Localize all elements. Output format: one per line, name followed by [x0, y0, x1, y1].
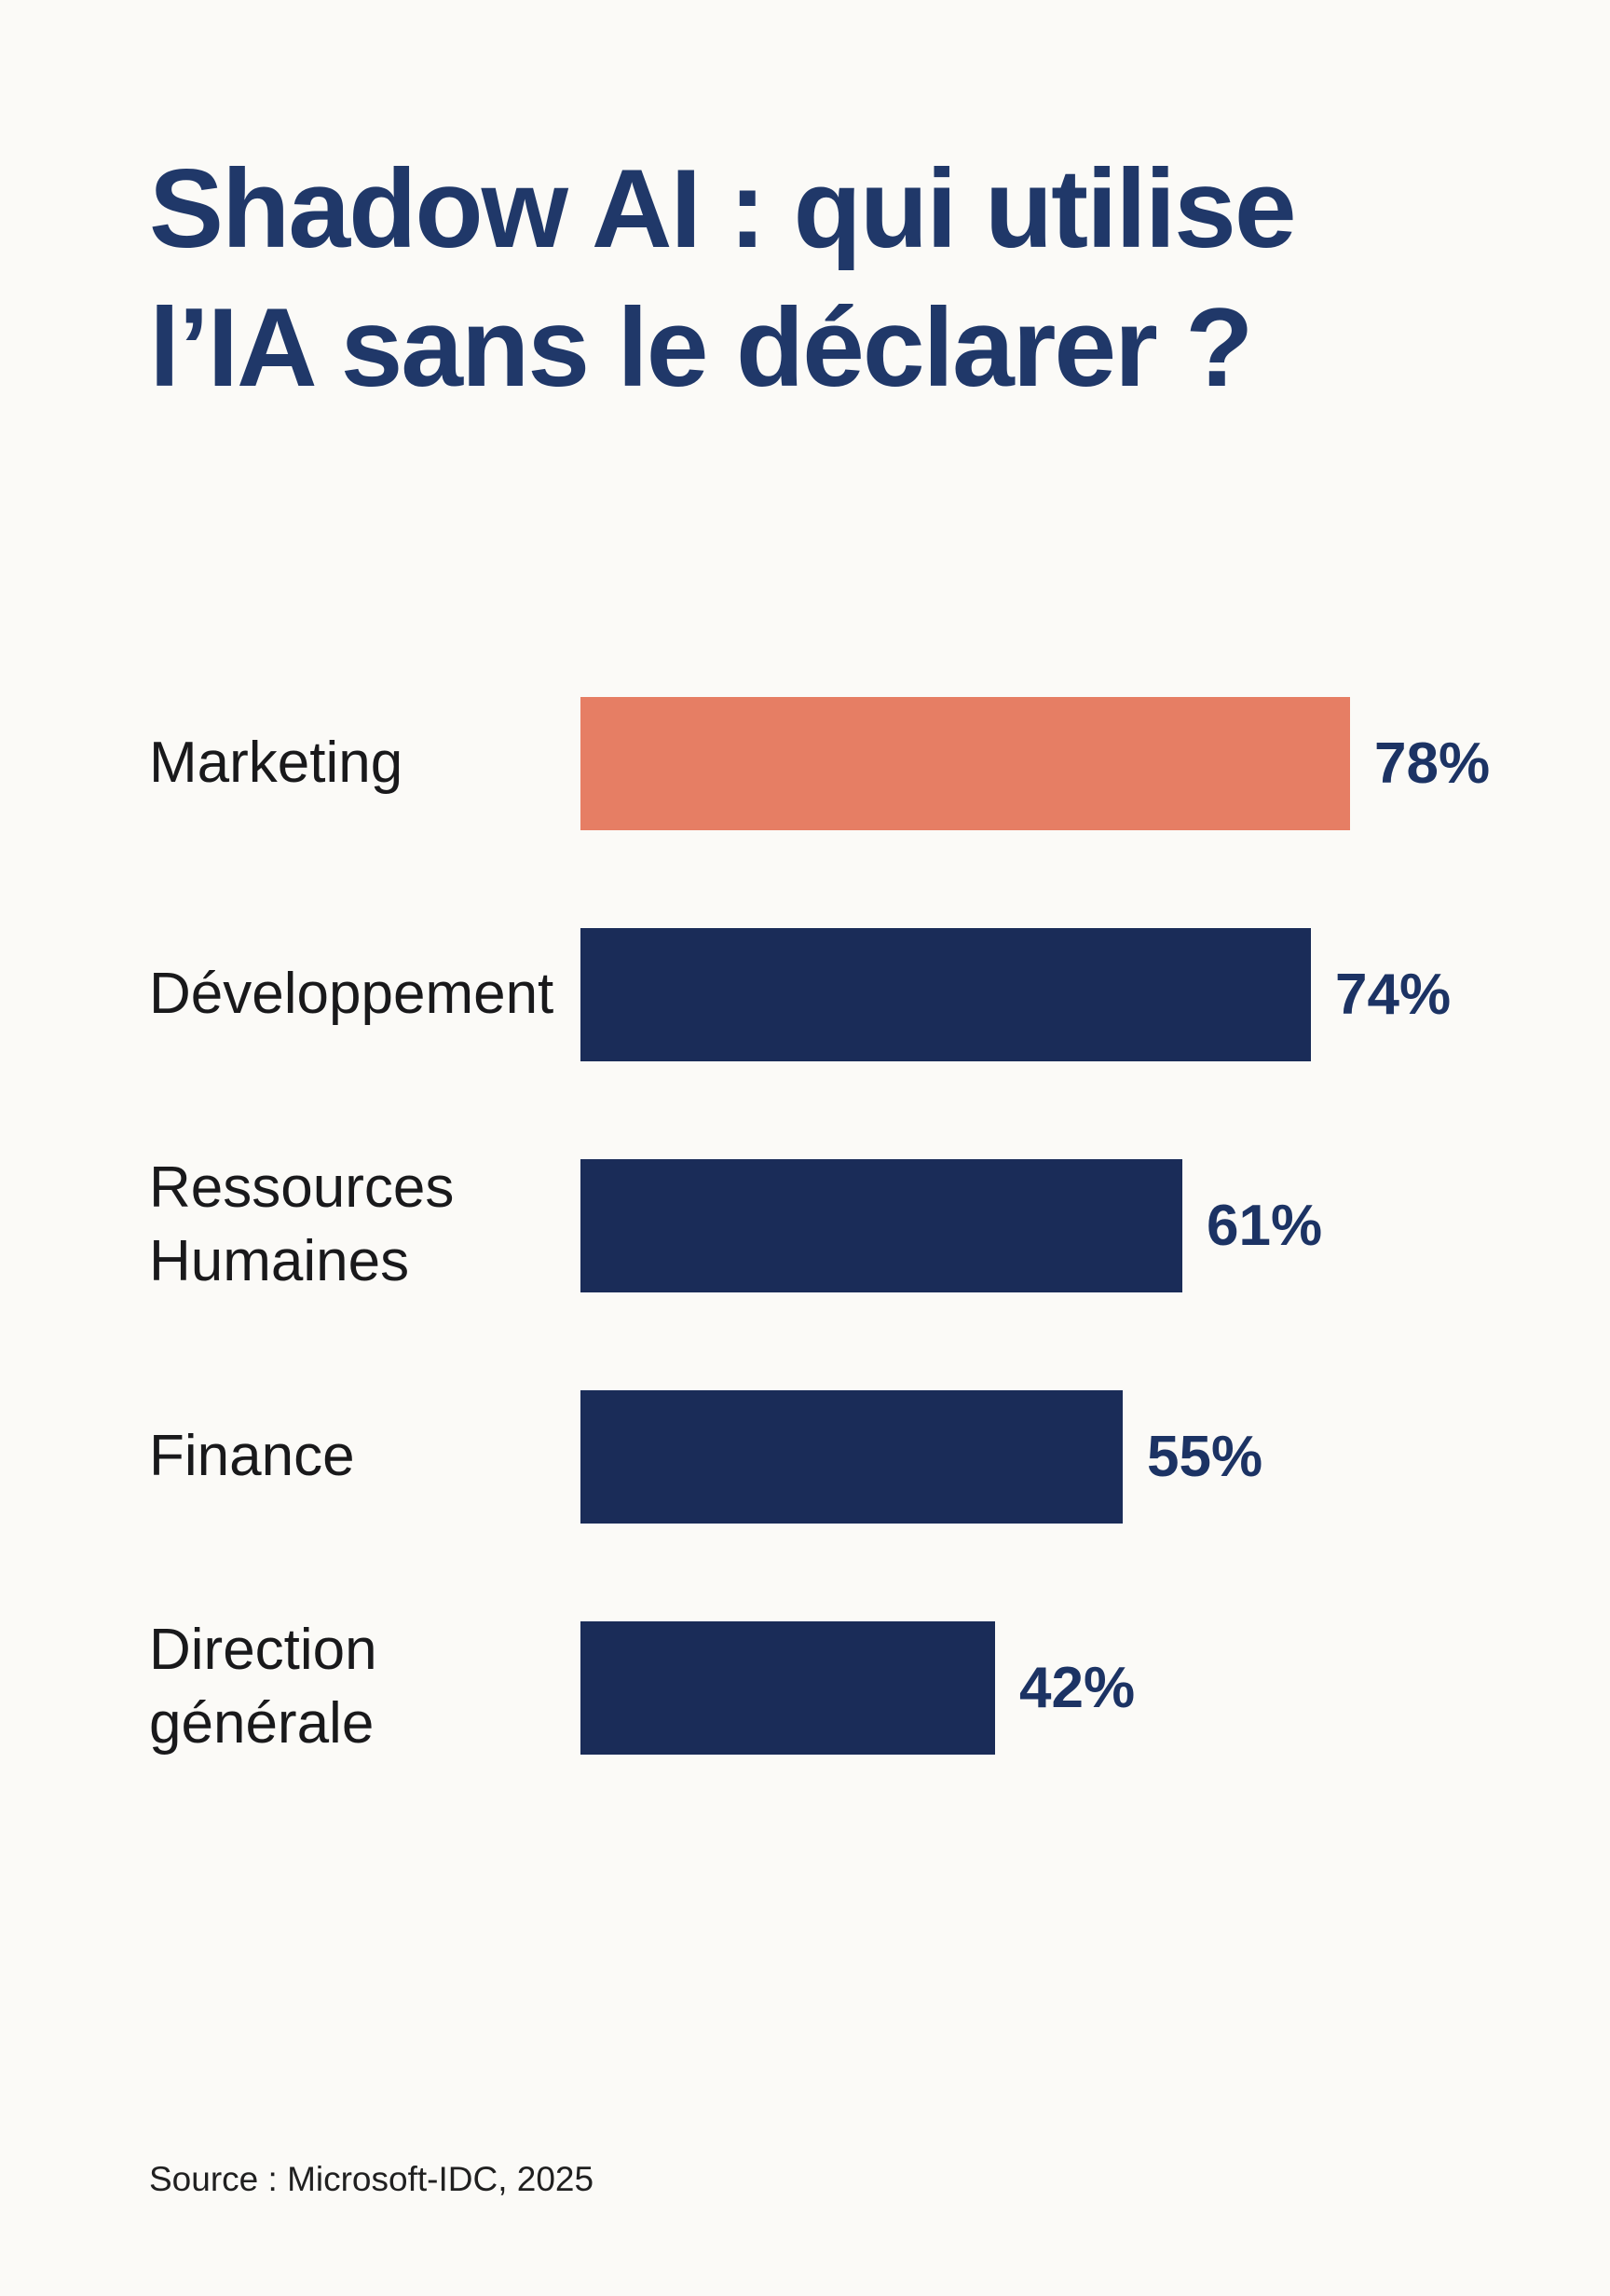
bar-row: Ressources Humaines 61%	[149, 1155, 1610, 1293]
bar	[580, 1389, 1123, 1524]
value-label: 61%	[1207, 1193, 1323, 1258]
category-label: Marketing	[149, 730, 403, 795]
bar	[580, 696, 1350, 830]
category-label: Finance	[149, 1423, 355, 1488]
page-title: Shadow AI : qui utilise l’IA sans le déc…	[149, 140, 1610, 417]
value-label: 42%	[1019, 1655, 1136, 1720]
bar-row: Direction générale 42%	[149, 1618, 1610, 1756]
bar-area: 42%	[580, 1620, 1136, 1755]
bar-area: 61%	[580, 1158, 1323, 1292]
bar-area: 55%	[580, 1389, 1263, 1524]
category-label: Développement	[149, 961, 554, 1026]
bar-chart: Marketing 78% Développement 74% Ressourc…	[149, 696, 1610, 1756]
category-label: Ressources Humaines	[149, 1155, 455, 1294]
source-caption: Source : Microsoft-IDC, 2025	[149, 2160, 594, 2198]
bar-area: 78%	[580, 696, 1491, 830]
value-label: 74%	[1335, 962, 1452, 1027]
value-label: 55%	[1147, 1424, 1263, 1489]
title-line-2: l’IA sans le déclarer ?	[149, 284, 1253, 410]
bar-area: 74%	[580, 927, 1452, 1061]
bar	[580, 1158, 1182, 1292]
bar-row: Développement 74%	[149, 927, 1610, 1061]
bar-row: Finance 55%	[149, 1389, 1610, 1524]
value-label: 78%	[1374, 731, 1491, 796]
category-label: Direction générale	[149, 1618, 377, 1756]
title-line-1: Shadow AI : qui utilise	[149, 146, 1297, 271]
bar-row: Marketing 78%	[149, 696, 1610, 830]
bar	[580, 927, 1311, 1061]
bar	[580, 1620, 995, 1755]
